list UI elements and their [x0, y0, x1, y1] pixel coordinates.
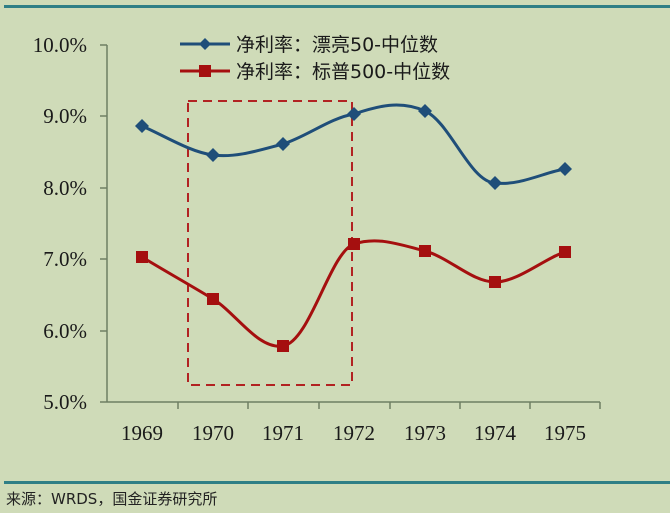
top-rule: [4, 5, 670, 8]
highlight-box: [187, 100, 353, 386]
diamond-marker-icon: [418, 104, 432, 118]
square-marker-icon: [559, 246, 571, 258]
svg-text:7.0%: 7.0%: [43, 247, 87, 271]
square-marker-icon: [136, 251, 148, 263]
y-tick-labels: 10.0% 9.0% 8.0% 7.0% 6.0% 5.0%: [33, 33, 87, 414]
diamond-marker-icon: [135, 119, 149, 133]
svg-text:1972: 1972: [333, 421, 375, 445]
legend-item-sp500: 净利率：标普500-中位数: [180, 61, 450, 83]
legend-item-nifty50: 净利率：漂亮50-中位数: [180, 34, 438, 56]
source-note: 来源：WRDS，国金证券研究所: [6, 490, 218, 508]
svg-text:净利率：标普500-中位数: 净利率：标普500-中位数: [236, 61, 450, 83]
svg-text:5.0%: 5.0%: [43, 390, 87, 414]
series-nifty50: [135, 103, 572, 190]
square-marker-icon: [489, 276, 501, 288]
y-axis: [100, 44, 108, 403]
svg-text:1974: 1974: [474, 421, 517, 445]
diamond-marker-icon: [199, 38, 211, 50]
square-marker-icon: [199, 65, 211, 77]
diamond-marker-icon: [276, 137, 290, 151]
svg-text:1973: 1973: [404, 421, 446, 445]
svg-text:1970: 1970: [192, 421, 234, 445]
diamond-marker-icon: [488, 176, 502, 190]
svg-text:1971: 1971: [262, 421, 304, 445]
svg-text:8.0%: 8.0%: [43, 176, 87, 200]
svg-text:9.0%: 9.0%: [43, 104, 87, 128]
line-chart: 10.0% 9.0% 8.0% 7.0% 6.0% 5.0% 1969 1970…: [33, 33, 601, 445]
svg-text:10.0%: 10.0%: [33, 33, 87, 57]
svg-text:净利率：漂亮50-中位数: 净利率：漂亮50-中位数: [236, 34, 438, 56]
square-marker-icon: [419, 245, 431, 257]
legend: 净利率：漂亮50-中位数 净利率：标普500-中位数: [180, 34, 450, 83]
svg-text:1969: 1969: [121, 421, 163, 445]
square-marker-icon: [348, 238, 360, 250]
svg-text:1975: 1975: [544, 421, 586, 445]
svg-text:6.0%: 6.0%: [43, 319, 87, 343]
x-axis: [107, 401, 601, 409]
bottom-rule: [4, 481, 670, 484]
series-sp500: [136, 238, 571, 352]
diamond-marker-icon: [347, 107, 361, 121]
x-tick-labels: 1969 1970 1971 1972 1973 1974 1975: [121, 421, 586, 445]
square-marker-icon: [207, 293, 219, 305]
square-marker-icon: [277, 340, 289, 352]
diamond-marker-icon: [206, 148, 220, 162]
diamond-marker-icon: [558, 162, 572, 176]
